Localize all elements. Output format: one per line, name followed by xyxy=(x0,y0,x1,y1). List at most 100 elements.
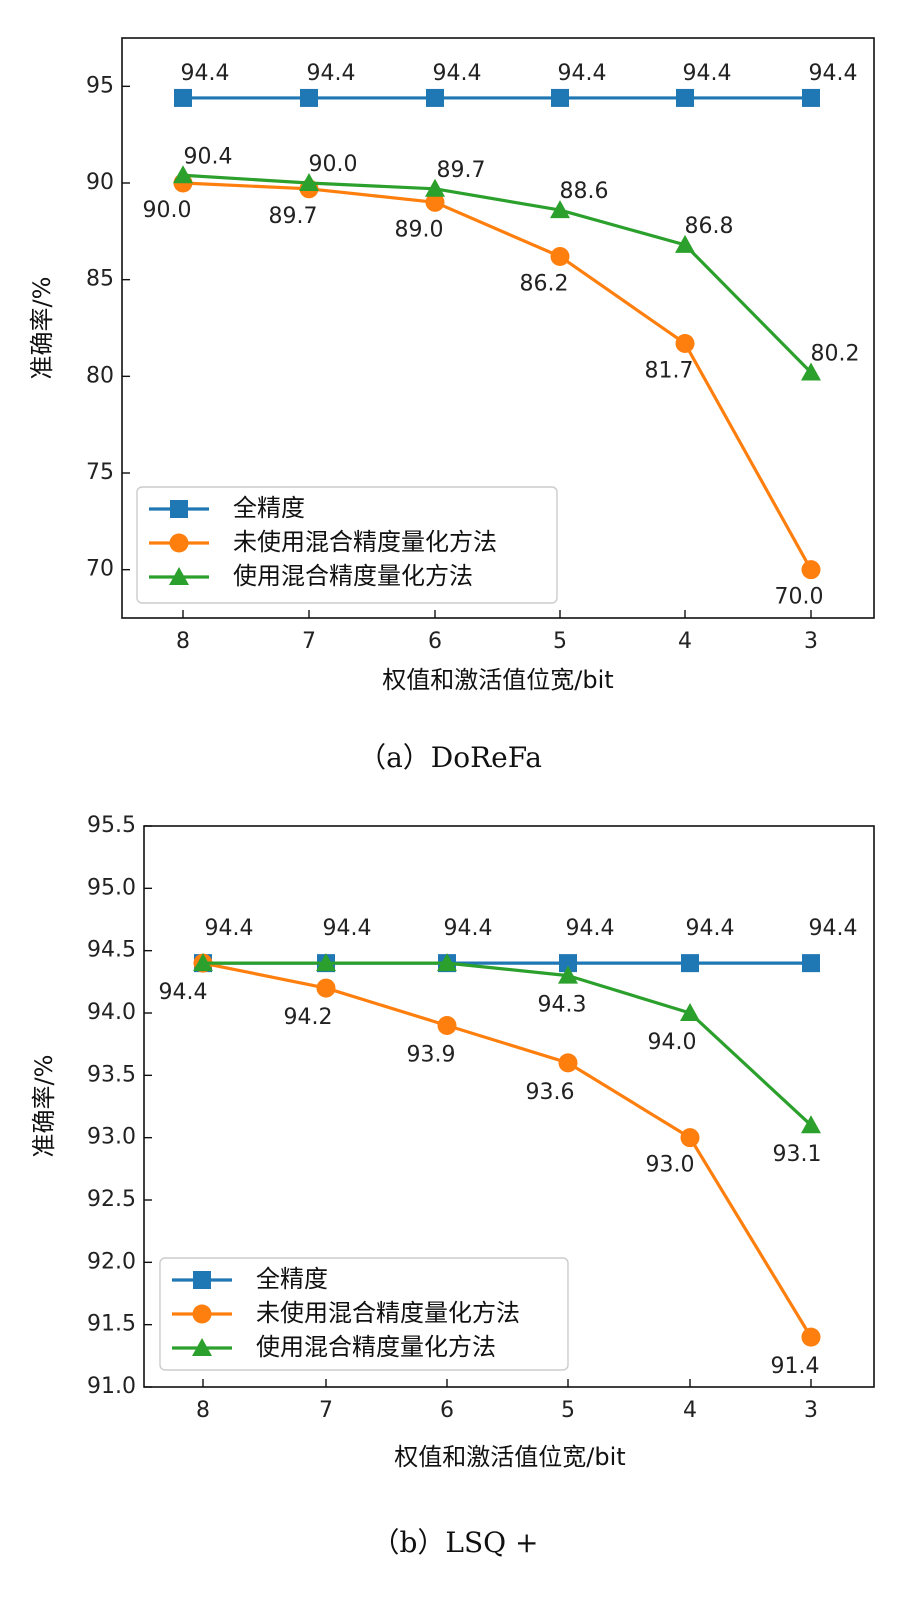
mixed-precision-point xyxy=(675,234,695,253)
full-precision-point xyxy=(681,954,699,973)
y-tick-label: 94.0 xyxy=(87,1000,136,1025)
no-mixed-precision-point xyxy=(558,1053,578,1073)
data-label: 94.4 xyxy=(433,61,482,86)
legend-marker xyxy=(192,1338,212,1356)
data-labels-no-mixed-precision: 94.4 94.2 93.9 93.6 93.0 91.4 xyxy=(159,980,820,1379)
data-label: 90.0 xyxy=(309,152,358,177)
no-mixed-precision-point xyxy=(437,1015,457,1035)
data-label: 94.4 xyxy=(444,916,493,941)
legend-label: 未使用混合精度量化方法 xyxy=(256,1299,520,1327)
series-full-precision xyxy=(174,88,820,107)
x-axis-label-b: 权值和激活值位宽/bit xyxy=(394,1443,625,1471)
data-label: 94.4 xyxy=(323,916,372,941)
data-labels-mixed-precision: 90.4 90.0 89.7 88.6 86.8 80.2 xyxy=(184,144,860,366)
data-labels-full-precision: 94.4 94.4 94.4 94.4 94.4 94.4 xyxy=(205,916,858,941)
legend-label: 使用混合精度量化方法 xyxy=(256,1333,496,1361)
data-label: 94.0 xyxy=(648,1030,697,1055)
chart-lsq: 91.0 91.5 92.0 92.5 93.0 93.5 94.0 94.5 95.0 95.5… xyxy=(30,813,875,1559)
y-tick-label: 92.0 xyxy=(87,1249,136,1274)
y-tick-label: 70 xyxy=(86,557,114,582)
full-precision-point xyxy=(802,954,820,973)
full-precision-point xyxy=(300,88,318,107)
mixed-precision-point xyxy=(299,173,319,191)
y-axis-label-a: 准确率/% xyxy=(28,277,56,380)
caption-a: （a）DoReFa xyxy=(358,741,542,774)
x-tick-label: 7 xyxy=(302,629,316,654)
mixed-precision-point xyxy=(558,965,578,984)
x-ticks-a: 8 7 6 5 4 3 xyxy=(176,610,818,654)
y-tick-label: 75 xyxy=(86,460,114,485)
data-label: 90.0 xyxy=(143,198,192,223)
legend-marker xyxy=(169,567,189,585)
no-mixed-precision-line xyxy=(182,181,813,571)
y-tick-label: 93.0 xyxy=(87,1125,136,1150)
mixed-precision-line xyxy=(203,961,813,1127)
data-label: 93.0 xyxy=(646,1153,695,1178)
full-precision-point xyxy=(676,88,694,107)
y-tick-label: 91.5 xyxy=(87,1312,136,1337)
legend-marker xyxy=(193,1271,211,1289)
mixed-precision-point xyxy=(193,953,213,972)
no-mixed-precision-point xyxy=(425,192,445,212)
x-tick-label: 6 xyxy=(440,1398,454,1423)
full-precision-point xyxy=(802,88,820,107)
x-tick-label: 6 xyxy=(428,629,442,654)
data-label: 89.7 xyxy=(269,204,318,229)
x-tick-label: 3 xyxy=(804,1398,818,1423)
y-tick-label: 80 xyxy=(86,363,114,388)
y-tick-label: 94.5 xyxy=(87,938,136,963)
legend-item-no-mixed-precision: 未使用混合精度量化方法 xyxy=(172,1299,520,1327)
y-ticks-a: 70 75 80 85 90 95 xyxy=(86,73,130,582)
data-label: 91.4 xyxy=(771,1354,820,1379)
mixed-precision-point xyxy=(801,362,821,381)
mixed-precision-line xyxy=(182,173,813,374)
x-tick-label: 5 xyxy=(561,1398,575,1423)
x-tick-label: 7 xyxy=(319,1398,333,1423)
legend-item-full-precision: 全精度 xyxy=(149,494,305,522)
no-mixed-precision-point xyxy=(680,1128,700,1148)
legend-box xyxy=(159,1257,569,1371)
full-precision-point xyxy=(174,88,192,107)
y-axis-label-b: 准确率/% xyxy=(30,1055,58,1158)
data-label: 81.7 xyxy=(645,358,694,383)
full-precision-point xyxy=(551,88,569,107)
no-mixed-precision-point xyxy=(316,978,336,998)
legend-item-mixed-precision: 使用混合精度量化方法 xyxy=(172,1333,496,1361)
legend-item-no-mixed-precision: 未使用混合精度量化方法 xyxy=(149,528,497,556)
series-a: 94.4 94.4 94.4 94.4 94.4 94.4 90.0 89.7 89.0 86.2… xyxy=(143,61,860,610)
mixed-precision-point xyxy=(680,1003,700,1021)
series-no-mixed-precision xyxy=(193,953,821,1347)
data-label: 94.4 xyxy=(566,916,615,941)
mixed-precision-point xyxy=(173,165,193,184)
x-tick-label: 5 xyxy=(553,629,567,654)
legend-item-mixed-precision: 使用混合精度量化方法 xyxy=(149,562,473,590)
x-tick-label: 8 xyxy=(196,1398,210,1423)
mixed-precision-point xyxy=(316,953,336,972)
data-label: 94.4 xyxy=(686,916,735,941)
data-label: 94.2 xyxy=(284,1005,333,1030)
series-b: 94.4 94.4 94.4 94.4 94.4 94.4 94.4 94.2 93.9 93.6… xyxy=(159,916,858,1379)
data-label: 70.0 xyxy=(775,585,824,610)
data-label: 94.4 xyxy=(558,61,607,86)
y-ticks-b: 91.0 91.5 92.0 92.5 93.0 93.5 94.0 94.5 95.0 95.5 xyxy=(87,813,152,1399)
x-ticks-b: 8 7 6 5 4 3 xyxy=(196,1379,818,1423)
data-labels-full-precision: 94.4 94.4 94.4 94.4 94.4 94.4 xyxy=(181,61,858,86)
data-label: 80.2 xyxy=(811,341,860,366)
data-labels-no-mixed-precision: 90.0 89.7 89.0 86.2 81.7 70.0 xyxy=(143,198,824,610)
y-tick-label: 92.5 xyxy=(87,1187,136,1212)
no-mixed-precision-line xyxy=(202,961,813,1338)
legend-label: 未使用混合精度量化方法 xyxy=(233,528,497,556)
mixed-precision-point xyxy=(801,1115,821,1134)
data-label: 94.3 xyxy=(538,993,587,1018)
y-tick-label: 93.5 xyxy=(87,1062,136,1087)
y-tick-label: 91.0 xyxy=(87,1374,136,1399)
x-tick-label: 4 xyxy=(678,629,692,654)
data-label: 89.0 xyxy=(395,217,444,242)
x-tick-label: 3 xyxy=(804,629,818,654)
series-mixed-precision xyxy=(173,165,821,381)
x-tick-label: 4 xyxy=(683,1398,697,1423)
no-mixed-precision-point xyxy=(675,333,695,353)
